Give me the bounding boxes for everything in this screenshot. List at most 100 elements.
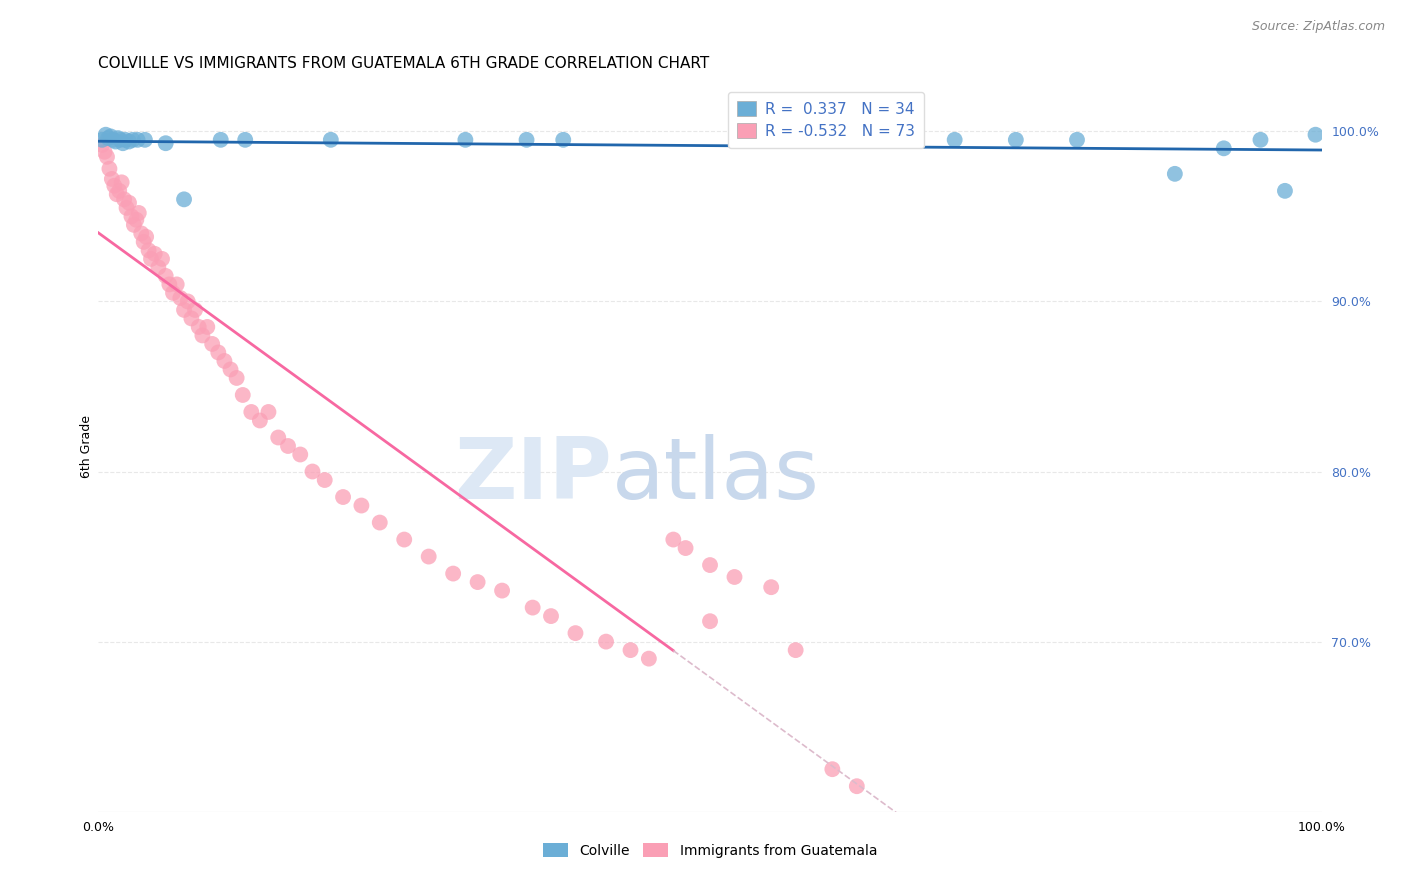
Point — [129, 227, 152, 241]
Point — [91, 133, 114, 147]
Point — [166, 277, 188, 292]
Point — [132, 235, 155, 249]
Point — [112, 192, 135, 206]
Point — [93, 145, 115, 159]
Text: ZIP: ZIP — [454, 434, 612, 516]
Point — [118, 195, 141, 210]
Point — [177, 294, 200, 309]
Point — [675, 541, 697, 555]
Point — [118, 135, 141, 149]
Point — [105, 187, 128, 202]
Point — [214, 354, 236, 368]
Point — [101, 172, 124, 186]
Point — [319, 133, 342, 147]
Point — [301, 465, 323, 479]
Point — [225, 371, 247, 385]
Text: Source: ZipAtlas.com: Source: ZipAtlas.com — [1251, 20, 1385, 33]
Point — [110, 133, 132, 147]
Point — [162, 285, 184, 300]
Point — [332, 490, 354, 504]
Point — [723, 570, 745, 584]
Point — [467, 575, 489, 590]
Point — [662, 533, 685, 547]
Point — [491, 583, 513, 598]
Point — [97, 131, 120, 145]
Point — [100, 129, 122, 144]
Point — [845, 779, 868, 793]
Point — [454, 133, 477, 147]
Legend: Colville, Immigrants from Guatemala: Colville, Immigrants from Guatemala — [537, 838, 883, 863]
Point — [1066, 133, 1088, 147]
Point — [128, 206, 150, 220]
Point — [98, 161, 121, 176]
Point — [143, 247, 166, 261]
Point — [1250, 133, 1272, 147]
Point — [219, 362, 242, 376]
Point — [187, 320, 209, 334]
Point — [821, 133, 844, 147]
Point — [277, 439, 299, 453]
Point — [169, 291, 191, 305]
Point — [240, 405, 263, 419]
Point — [845, 133, 868, 147]
Point — [232, 388, 254, 402]
Point — [290, 448, 312, 462]
Point — [191, 328, 214, 343]
Point — [121, 133, 143, 147]
Point — [553, 133, 575, 147]
Point — [883, 133, 905, 147]
Point — [368, 516, 391, 530]
Point — [201, 337, 224, 351]
Point — [157, 277, 180, 292]
Point — [233, 133, 256, 147]
Point — [111, 175, 134, 189]
Point — [91, 137, 114, 152]
Point — [207, 345, 229, 359]
Point — [125, 212, 148, 227]
Point — [1004, 133, 1026, 147]
Point — [135, 229, 157, 244]
Point — [441, 566, 464, 581]
Point — [761, 580, 783, 594]
Point — [249, 413, 271, 427]
Point — [104, 135, 127, 149]
Point — [595, 634, 617, 648]
Point — [619, 643, 641, 657]
Point — [1274, 184, 1296, 198]
Point — [111, 136, 134, 151]
Point — [108, 184, 131, 198]
Point — [943, 133, 966, 147]
Point — [1305, 128, 1327, 142]
Point — [1212, 141, 1234, 155]
Point — [184, 302, 207, 317]
Point — [540, 609, 562, 624]
Point — [173, 192, 195, 206]
Point — [139, 252, 162, 266]
Text: atlas: atlas — [612, 434, 820, 516]
Point — [96, 150, 118, 164]
Point — [761, 133, 783, 147]
Point — [180, 311, 202, 326]
Point — [821, 762, 844, 776]
Point — [257, 405, 280, 419]
Point — [314, 473, 336, 487]
Point — [516, 133, 538, 147]
Point — [107, 131, 129, 145]
Point — [173, 302, 195, 317]
Point — [522, 600, 544, 615]
Point — [115, 201, 138, 215]
Point — [138, 244, 160, 258]
Point — [122, 218, 145, 232]
Point — [114, 133, 136, 147]
Y-axis label: 6th Grade: 6th Grade — [80, 415, 93, 477]
Point — [638, 651, 661, 665]
Point — [699, 614, 721, 628]
Point — [103, 178, 125, 193]
Point — [127, 133, 149, 147]
Text: COLVILLE VS IMMIGRANTS FROM GUATEMALA 6TH GRADE CORRELATION CHART: COLVILLE VS IMMIGRANTS FROM GUATEMALA 6T… — [98, 56, 710, 71]
Point — [564, 626, 586, 640]
Point — [785, 643, 807, 657]
Point — [155, 268, 177, 283]
Point — [101, 133, 124, 147]
Point — [209, 133, 232, 147]
